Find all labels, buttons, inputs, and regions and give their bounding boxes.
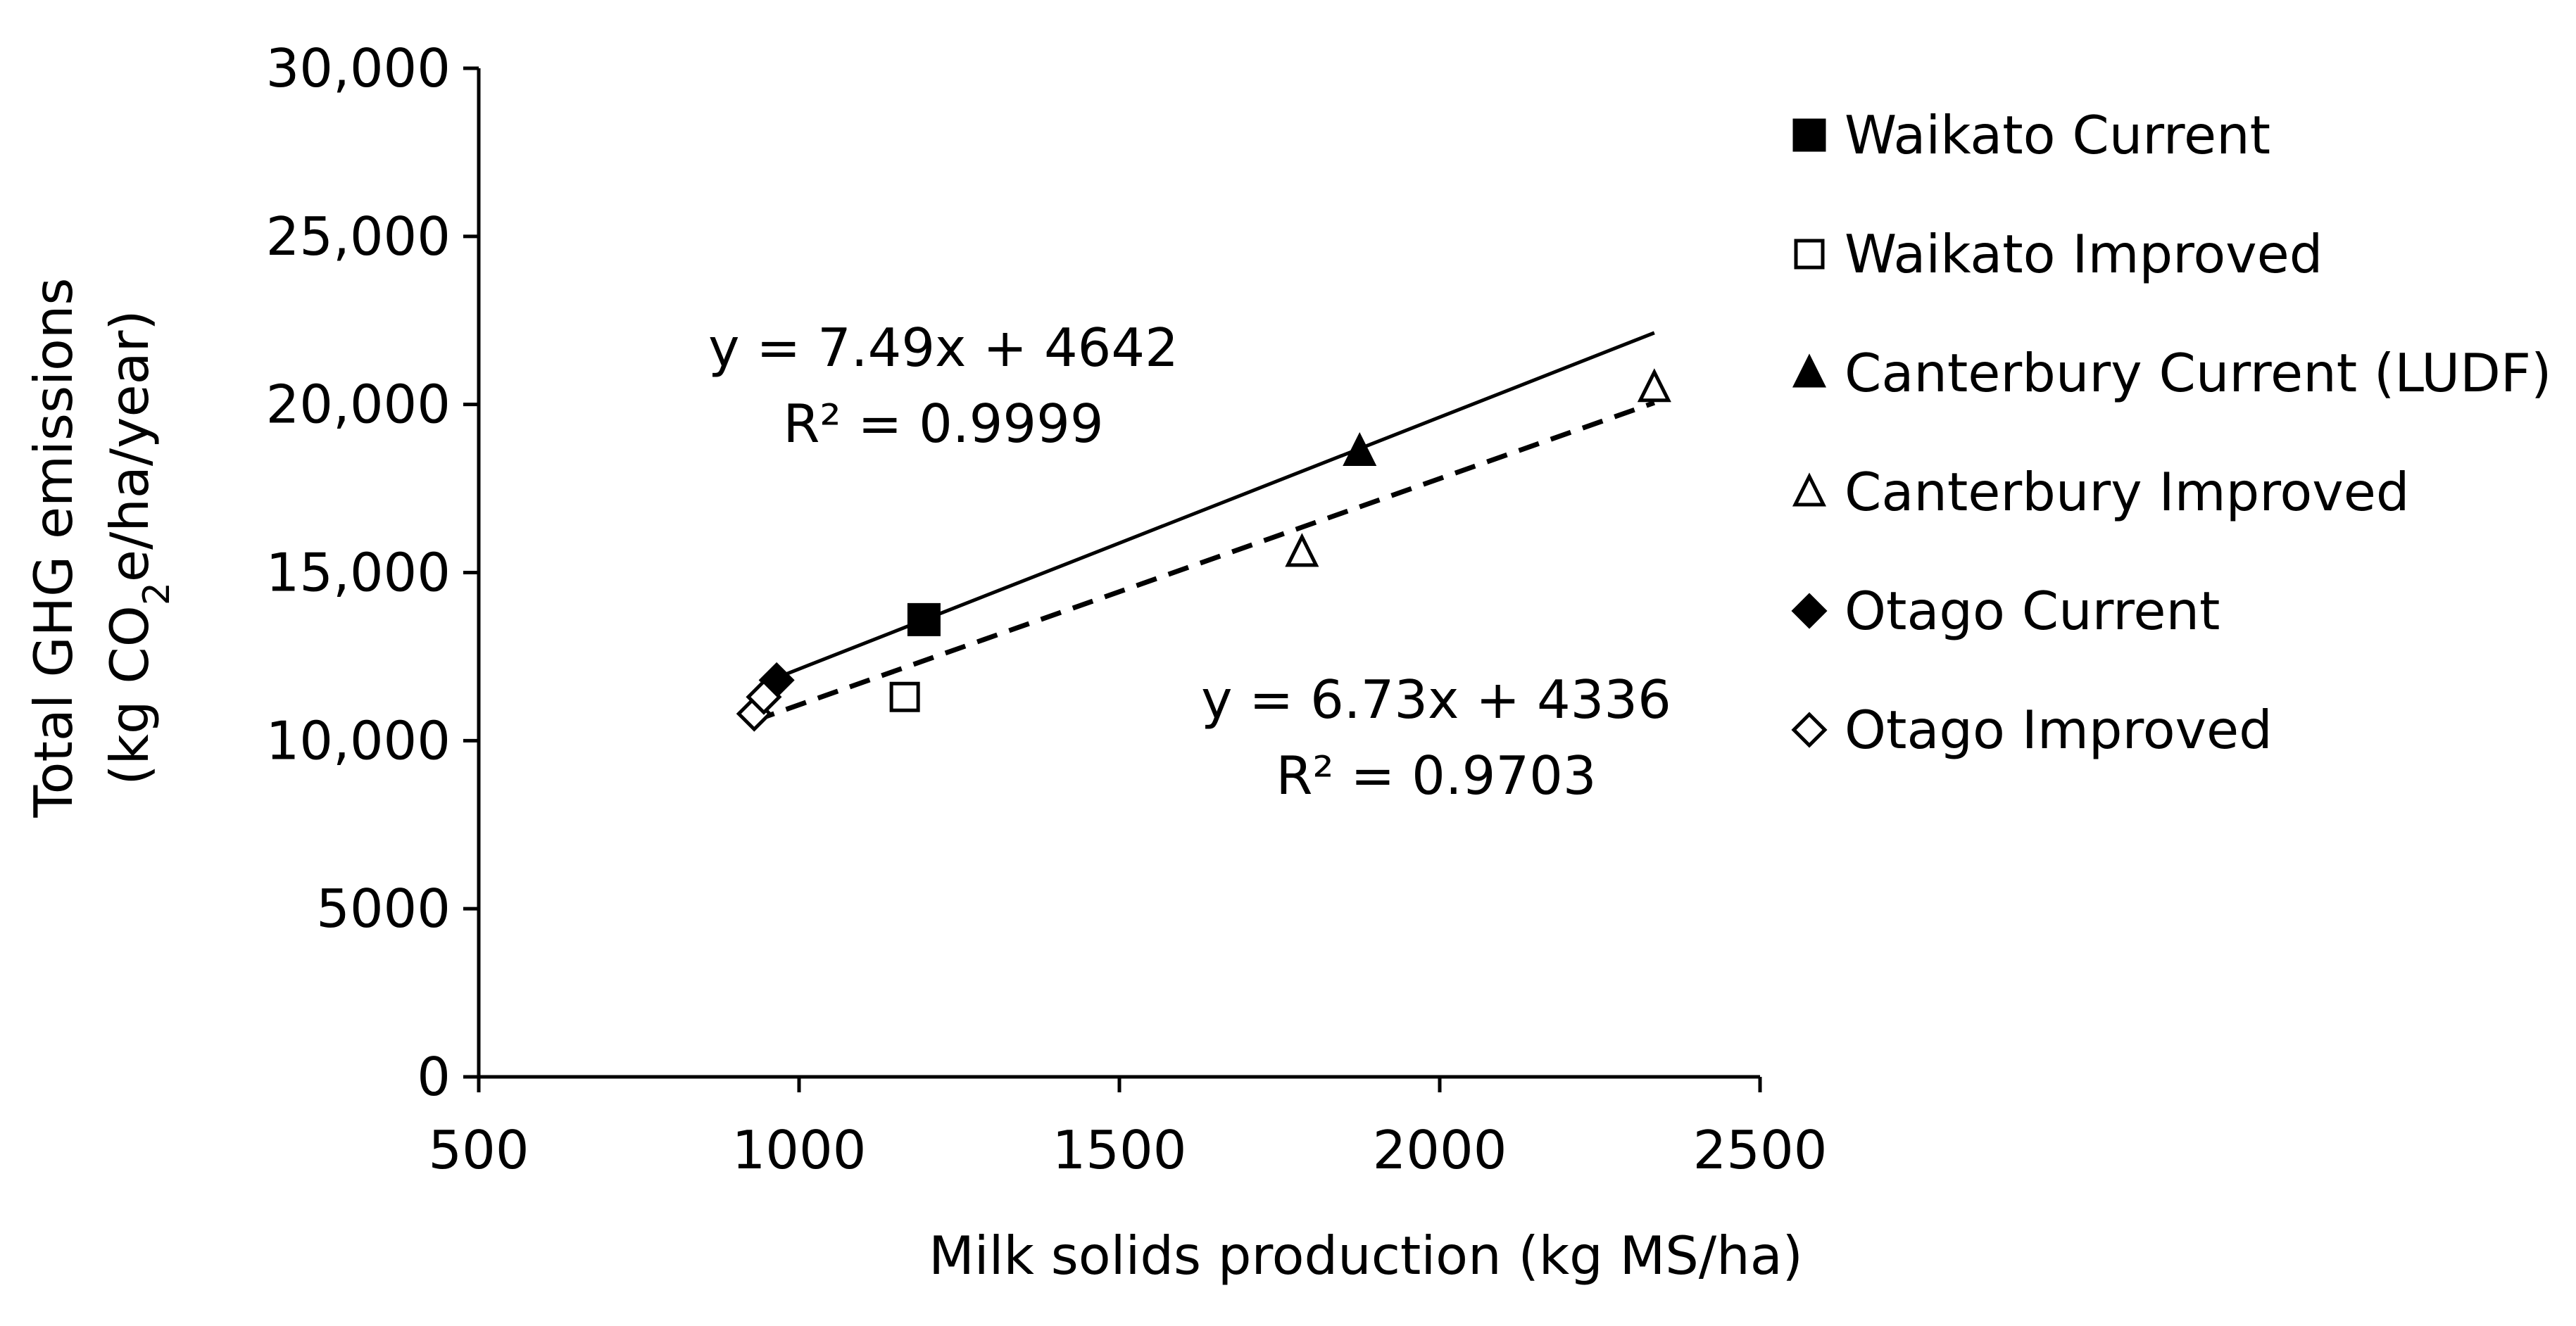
legend-label-otago-current: Otago Current (1845, 580, 2220, 642)
point-canterbury-improved (1637, 368, 1671, 403)
x-tick-label: 500 (428, 1119, 529, 1181)
legend-marker-otago-improved (1791, 712, 1828, 748)
y-tick-label: 10,000 (266, 709, 451, 771)
x-tick-label: 2500 (1693, 1119, 1828, 1181)
x-tick-label: 1000 (732, 1119, 867, 1181)
y-tick-label: 5000 (316, 878, 451, 940)
legend: Waikato Current Waikato Improved Canterbur… (1791, 104, 2551, 761)
point-waikato-current (907, 602, 941, 636)
data-points (736, 368, 1671, 732)
trendlines (753, 331, 1656, 724)
x-tick-label: 1500 (1053, 1119, 1187, 1181)
y-tick-label: 0 (417, 1046, 451, 1108)
axes (477, 68, 1760, 1079)
point-canterbury-improved (1285, 533, 1319, 567)
legend-label-waikato-current: Waikato Current (1845, 104, 2270, 166)
point-waikato-improved (889, 681, 920, 712)
trendline-improved-r2: R² = 0.9703 (1276, 745, 1596, 807)
legend-marker-waikato-improved (1794, 239, 1825, 270)
y-tick-label: 15,000 (266, 542, 451, 604)
trendline-improved-equation: y = 6.73x + 4336 (1201, 669, 1671, 731)
legend-marker-canterbury-current-ludf (1792, 353, 1827, 388)
trendline-current-r2: R² = 0.9999 (783, 393, 1103, 455)
legend-marker-waikato-current (1792, 118, 1826, 152)
y-axis-title-line1: Total GHG emissions (23, 278, 84, 819)
trendline-current-equation: y = 7.49x + 4642 (708, 317, 1179, 379)
y-axis-title-line2: (kg CO2e/ha/year) (99, 310, 178, 785)
x-tick-label: 2000 (1373, 1119, 1507, 1181)
x-axis-title: Milk solids production (kg MS/ha) (929, 1225, 1803, 1287)
y-axis-title-pre: (kg CO (99, 605, 161, 785)
y-tick-label: 30,000 (266, 37, 451, 99)
axis-ticks: 0 5000 10,000 15,000 20,000 25,000 30,000 500 10… (266, 37, 1828, 1181)
legend-label-waikato-improved: Waikato Improved (1845, 223, 2323, 285)
legend-label-otago-improved: Otago Improved (1845, 699, 2273, 761)
legend-label-canterbury-current-ludf: Canterbury Current (LUDF) (1845, 342, 2551, 404)
y-axis-title-sub: 2 (136, 582, 178, 605)
legend-marker-otago-current (1791, 593, 1828, 629)
legend-marker-canterbury-improved (1792, 472, 1827, 507)
y-axis-title-post: e/ha/year) (99, 310, 161, 582)
y-tick-label: 20,000 (266, 374, 451, 436)
legend-label-canterbury-improved: Canterbury Improved (1845, 461, 2409, 523)
point-otago-improved (746, 678, 782, 715)
y-axis-title: Total GHG emissions (kg CO2e/ha/year) (23, 278, 178, 819)
trendline-improved (753, 400, 1656, 724)
y-tick-label: 25,000 (266, 206, 451, 267)
point-canterbury-current-ludf (1343, 431, 1377, 467)
